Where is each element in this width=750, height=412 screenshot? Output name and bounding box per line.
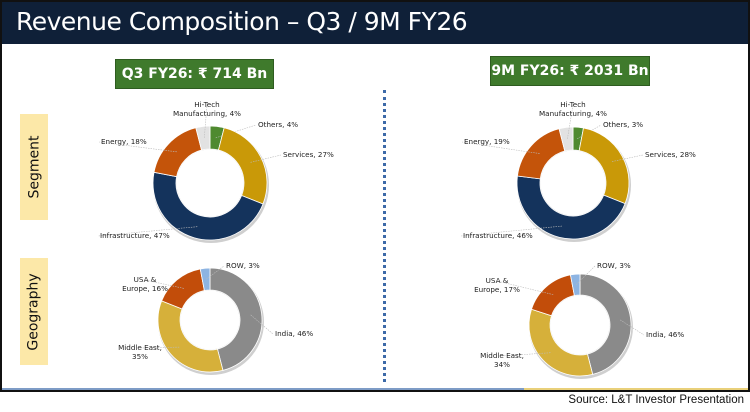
9m-total-badge: 9M FY26: ₹ 2031 Bn [490, 56, 650, 86]
data-label: Others, 3% [603, 120, 643, 129]
q3-total-badge: Q3 FY26: ₹ 714 Bn [115, 59, 274, 89]
data-label: Middle East, 35% [118, 343, 162, 361]
data-label-line: India, 46% [275, 329, 313, 338]
data-label-line: Hi-Tech [560, 100, 585, 109]
data-label-line: Services, 28% [645, 150, 696, 159]
donut-slice-hi-tech-manufacturing [195, 125, 211, 151]
data-label-line: ROW, 3% [226, 261, 260, 270]
leader-line [205, 265, 225, 280]
leader-line [620, 319, 645, 336]
data-label-line: Infrastructure, 47% [100, 231, 170, 240]
leader-line [215, 124, 257, 139]
data-label-line: 35% [132, 352, 148, 361]
donut-chart-geography-3: India, 46% Middle East, 34% USA & Europe, 17… [474, 261, 684, 379]
data-label-line: India, 46% [646, 330, 684, 339]
leader-line [461, 141, 540, 154]
data-label: Middle East, 34% [480, 351, 524, 369]
data-label-line: USA & [486, 276, 509, 285]
leader-line [139, 346, 180, 349]
donut-slice-infrastructure [516, 175, 626, 240]
data-label-line: Services, 27% [283, 150, 334, 159]
donut-chart-geography-2: India, 46% Middle East, 35% USA & Europe, 16… [118, 261, 313, 375]
data-label-line: Energy, 19% [464, 137, 510, 146]
data-label-line: Energy, 18% [101, 137, 147, 146]
source-note: Source: L&T Investor Presentation [568, 394, 744, 406]
bottom-rule [2, 388, 748, 390]
donut-hole [176, 149, 244, 217]
data-label: India, 46% [646, 330, 684, 339]
data-label: Energy, 19% [464, 137, 510, 146]
data-label: USA & Europe, 17% [474, 276, 520, 294]
page-title: Revenue Composition – Q3 / 9M FY26 [16, 7, 468, 36]
data-label: Hi-Tech Manufacturing, 4% [173, 100, 241, 118]
data-label-line: Manufacturing, 4% [539, 109, 607, 118]
leader-line [496, 280, 554, 295]
data-label-line: Middle East, [118, 343, 162, 352]
donut-chart-segment-1: Others, 3% Services, 28% Infrastructure, 4… [460, 100, 696, 242]
data-label: Services, 28% [645, 150, 696, 159]
donut-slice-hi-tech-manufacturing [558, 126, 574, 152]
leader-line [611, 154, 644, 162]
data-label-line: Others, 4% [258, 120, 298, 129]
data-label: Hi-Tech Manufacturing, 4% [539, 100, 607, 118]
data-label-line: Europe, 16% [122, 284, 168, 293]
data-label: USA & Europe, 16% [122, 275, 168, 293]
data-label-line: Manufacturing, 4% [173, 109, 241, 118]
data-label: Infrastructure, 47% [100, 231, 170, 240]
data-label: ROW, 3% [226, 261, 260, 270]
data-label-line: Hi-Tech [194, 100, 219, 109]
donut-hole [180, 290, 240, 350]
data-label: Services, 27% [283, 150, 334, 159]
donut-slice-india [579, 273, 632, 375]
leader-line [203, 104, 208, 138]
donut-chart-segment-0: Others, 4% Services, 27% Infrastructure, 4… [97, 100, 334, 243]
data-label: Others, 4% [258, 120, 298, 129]
donut-slice-row [199, 267, 211, 291]
panel-divider [383, 90, 386, 382]
data-label-line: 34% [494, 360, 510, 369]
donut-slice-infrastructure [152, 171, 264, 241]
data-label: India, 46% [275, 329, 313, 338]
data-label-line: Infrastructure, 46% [463, 231, 533, 240]
data-label-line: Others, 3% [603, 120, 643, 129]
data-label: Energy, 18% [101, 137, 147, 146]
donut-hole [540, 150, 606, 216]
leader-line [501, 352, 551, 357]
leader-line [98, 141, 177, 153]
segment-side-label: Segment [20, 114, 48, 220]
data-label: Infrastructure, 46% [463, 231, 533, 240]
leader-line [575, 265, 596, 285]
data-label: ROW, 3% [597, 261, 631, 270]
donut-hole [550, 295, 610, 355]
data-label-line: USA & [134, 275, 157, 284]
data-label-line: Middle East, [480, 351, 524, 360]
donut-slice-india [209, 267, 263, 371]
leader-line [567, 104, 574, 139]
header-bar: Revenue Composition – Q3 / 9M FY26 [2, 2, 748, 44]
data-label-line: ROW, 3% [597, 261, 631, 270]
donut-slice-middle-east [157, 300, 224, 373]
leader-line [250, 154, 282, 163]
leader-line [460, 225, 562, 237]
geography-side-label: Geography [20, 258, 48, 365]
leader-line [144, 279, 184, 289]
data-label-line: Europe, 17% [474, 285, 520, 294]
leader-line [97, 226, 198, 237]
donut-slice-row [569, 273, 581, 296]
